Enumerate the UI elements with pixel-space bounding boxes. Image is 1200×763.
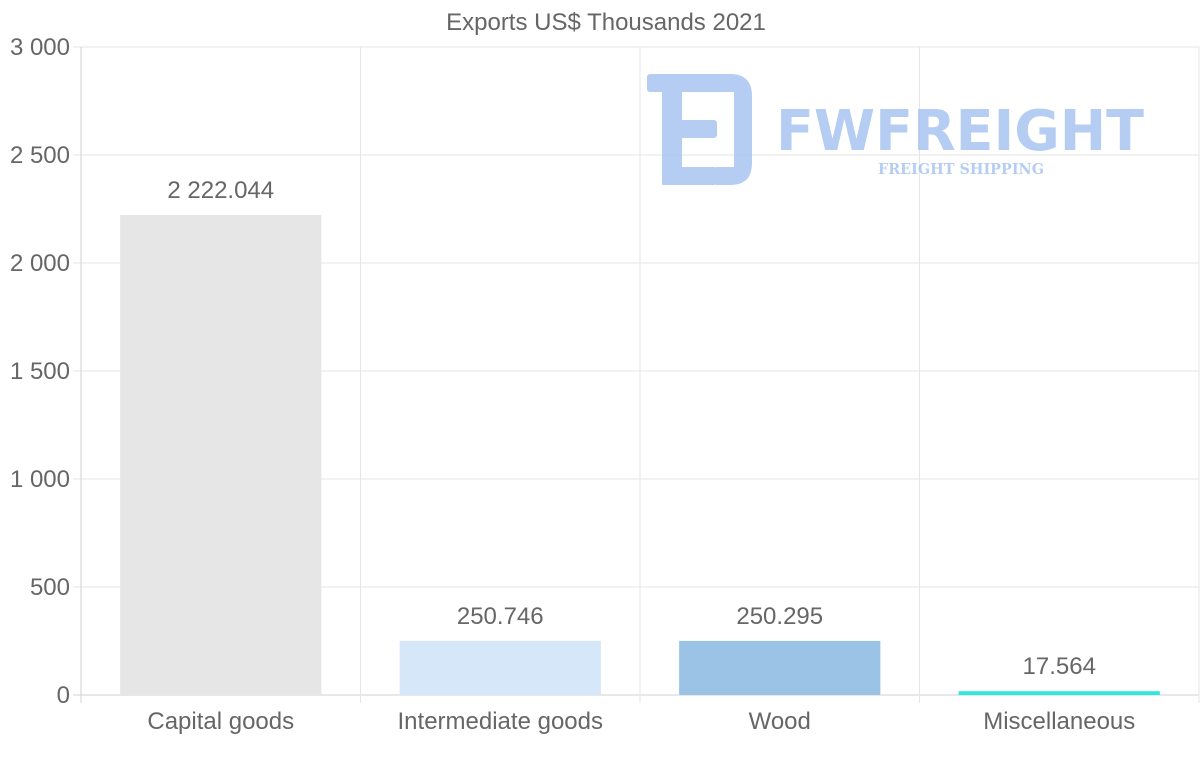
y-tick-label: 500 (30, 574, 70, 601)
x-tick-label: Miscellaneous (983, 708, 1135, 735)
x-tick-label: Wood (749, 708, 811, 735)
chart-title: Exports US$ Thousands 2021 (446, 9, 766, 36)
data-label: 17.564 (1023, 653, 1096, 680)
bar-capital-goods[interactable] (120, 215, 322, 695)
data-label: 2 222.044 (167, 177, 274, 204)
y-tick-label: 3 000 (10, 34, 70, 61)
bar-wood[interactable] (679, 640, 881, 695)
bar-intermediate-goods[interactable] (399, 640, 601, 695)
data-label: 250.746 (457, 603, 544, 630)
y-tick-label: 2 500 (10, 142, 70, 169)
label-layer: 0 500 1 000 1 500 2 000 2 500 3 000 2 222.044 Ca… (10, 34, 1135, 735)
y-tick-label: 0 (57, 682, 70, 709)
x-tick-label: Capital goods (147, 708, 294, 735)
x-tick-label: Intermediate goods (398, 708, 603, 735)
watermark-logo: FWFREIGHT FREIGHT SHIPPING (647, 74, 1144, 185)
y-tick-label: 2 000 (10, 250, 70, 277)
fw-logo-icon (647, 74, 752, 185)
bar-miscellaneous[interactable] (958, 691, 1160, 695)
y-tick-label: 1 000 (10, 466, 70, 493)
bar-layer (120, 215, 1160, 695)
y-tick-label: 1 500 (10, 358, 70, 385)
data-label: 250.295 (736, 603, 823, 630)
watermark-brand: FWFREIGHT (776, 99, 1144, 164)
watermark-tagline: FREIGHT SHIPPING (878, 160, 1044, 178)
